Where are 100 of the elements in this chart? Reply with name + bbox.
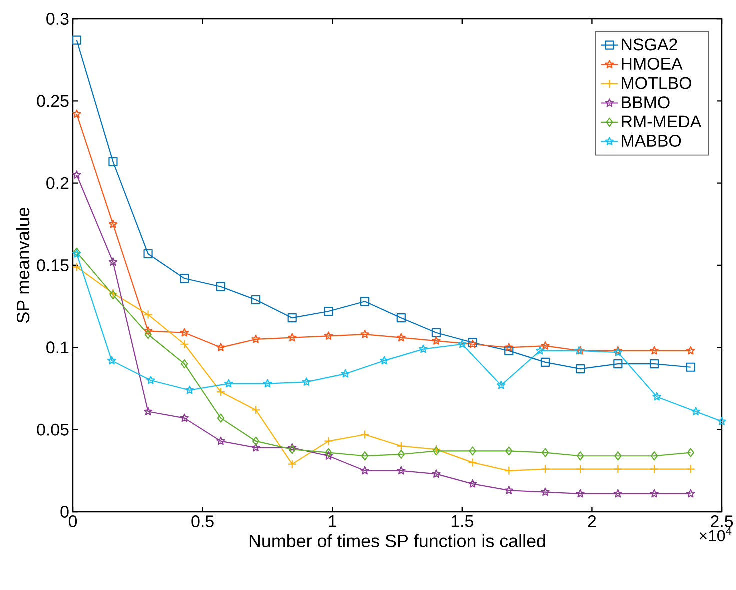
point	[686, 346, 696, 355]
x-tick-label: 0	[68, 516, 78, 528]
point	[496, 380, 506, 390]
y-axis-title: SP meanvalue	[16, 208, 30, 324]
point	[504, 346, 514, 356]
point	[216, 436, 226, 446]
point	[541, 488, 550, 496]
point	[324, 306, 334, 316]
point	[687, 448, 694, 458]
point	[650, 464, 660, 474]
x-axis-title: Number of times SP function is called	[250, 534, 546, 548]
point	[324, 332, 334, 340]
point	[362, 452, 369, 461]
point	[288, 443, 297, 452]
point	[288, 460, 297, 469]
point	[180, 340, 190, 349]
point	[650, 346, 659, 355]
legend-label: MOTLBO	[622, 77, 692, 90]
point	[360, 330, 370, 338]
point	[540, 358, 550, 368]
point	[718, 417, 726, 426]
point	[180, 414, 189, 422]
point	[108, 220, 118, 228]
point	[397, 466, 406, 475]
point	[72, 36, 82, 45]
legend-label: NSGA2	[622, 38, 678, 51]
point	[252, 334, 260, 344]
point	[506, 446, 513, 456]
x-tick-label: 1	[329, 516, 336, 528]
point	[216, 343, 226, 352]
point	[614, 452, 622, 461]
point	[180, 328, 189, 337]
point	[288, 314, 297, 323]
point	[252, 436, 260, 446]
point	[72, 262, 82, 272]
point	[146, 376, 156, 384]
point	[341, 369, 350, 378]
point	[614, 489, 623, 498]
point	[217, 414, 225, 423]
point	[324, 436, 334, 446]
point	[224, 379, 234, 388]
point	[650, 489, 659, 498]
legend-label: HMOEA	[622, 58, 683, 70]
point	[360, 297, 370, 306]
point	[181, 360, 188, 369]
point	[686, 362, 696, 372]
point	[650, 452, 658, 461]
y-tick-label: 0.25	[37, 95, 69, 108]
y-tick-label: 0.3	[46, 13, 69, 25]
legend-label: MABBO	[622, 135, 682, 148]
point	[468, 480, 478, 488]
point	[542, 448, 550, 458]
point	[576, 364, 586, 374]
point	[288, 333, 297, 342]
point	[432, 336, 441, 345]
point	[504, 466, 514, 476]
point	[360, 430, 370, 440]
point	[144, 326, 153, 336]
point	[252, 443, 260, 452]
text: ×10$^{4}$	[700, 528, 732, 542]
point	[432, 328, 441, 338]
point	[185, 386, 194, 394]
point	[576, 464, 586, 474]
point	[576, 489, 585, 498]
point	[536, 346, 545, 355]
point	[144, 310, 153, 320]
point	[576, 452, 584, 461]
x-tick-label: 2	[588, 516, 596, 528]
y-tick-label: 0.2	[46, 177, 69, 190]
point	[302, 378, 311, 386]
point	[469, 446, 476, 456]
point	[325, 448, 332, 458]
point	[468, 458, 478, 468]
point	[432, 470, 441, 478]
point	[686, 464, 696, 474]
point	[216, 282, 226, 292]
point	[650, 360, 660, 369]
point	[180, 274, 190, 284]
x-tick-label: 0.5	[192, 516, 214, 528]
point	[504, 343, 514, 352]
y-tick-label: 0.05	[37, 424, 69, 436]
point	[251, 406, 261, 415]
point	[380, 356, 389, 365]
point	[360, 466, 370, 475]
point	[72, 170, 82, 179]
point	[396, 442, 406, 451]
point	[458, 340, 467, 348]
point	[397, 333, 406, 342]
x-tick-label: 1.5	[452, 516, 474, 528]
point	[692, 407, 700, 416]
point	[324, 452, 334, 460]
y-tick-label: 0	[60, 506, 69, 518]
y-tick-label: 0.1	[46, 342, 69, 354]
point	[396, 314, 406, 323]
point	[216, 387, 226, 397]
point	[108, 157, 118, 167]
point	[504, 486, 514, 494]
point	[398, 450, 405, 460]
legend-label: RM-MEDA	[622, 116, 702, 128]
point	[144, 407, 153, 416]
